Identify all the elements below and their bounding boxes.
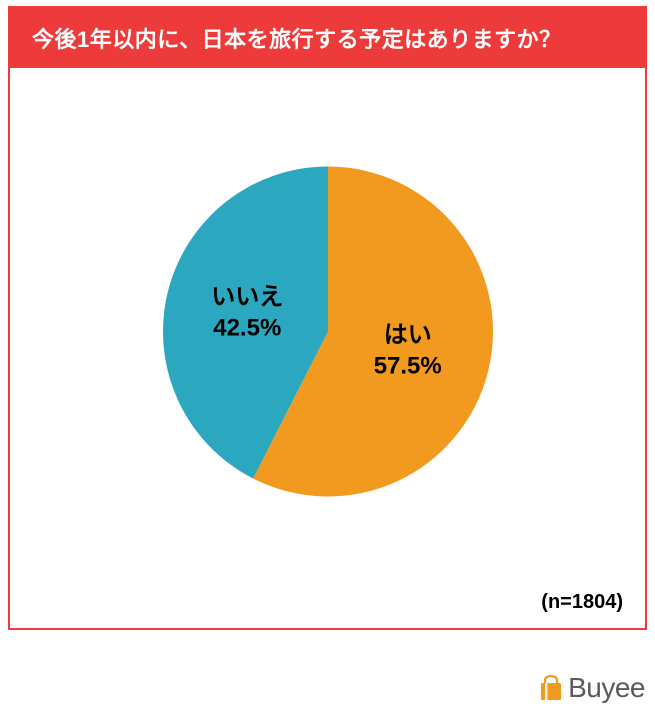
brand-bag-icon [538, 674, 564, 702]
pie-slice-label: いいえ42.5% [211, 281, 283, 343]
survey-title: 今後1年以内に、日本を旅行する予定はありますか？ [10, 8, 645, 68]
brand-name: Buyee [568, 672, 645, 704]
survey-card: 今後1年以内に、日本を旅行する予定はありますか？ はい57.5% いいえ42.5%… [8, 6, 647, 630]
chart-area: はい57.5% いいえ42.5% (n=1804) [10, 68, 645, 628]
pie-chart: はい57.5% いいえ42.5% [163, 167, 493, 497]
brand-logo: Buyee [538, 672, 645, 704]
pie-slice-label: はい57.5% [374, 320, 442, 382]
sample-size: (n=1804) [541, 591, 623, 614]
